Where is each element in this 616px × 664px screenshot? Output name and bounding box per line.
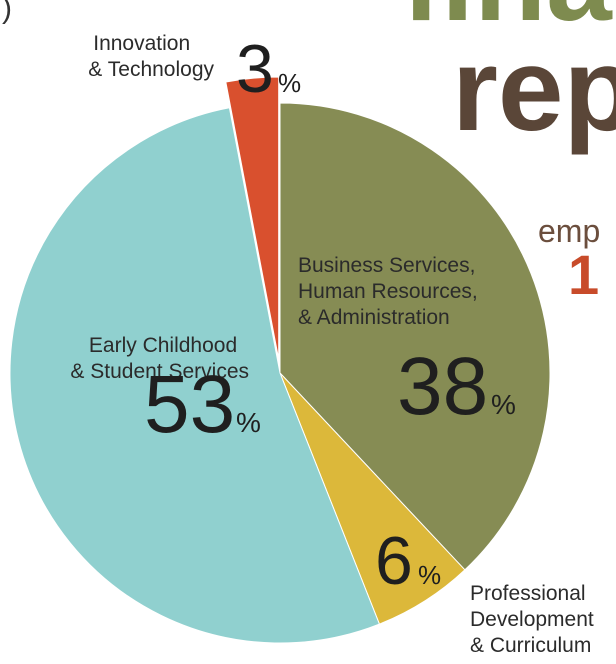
early-percent-sign: %	[236, 407, 261, 438]
business-percent-sign: %	[491, 389, 516, 420]
early-label-line-1: Early Childhood	[89, 334, 237, 357]
edge-mark: )	[2, 0, 12, 25]
professional-label-line-3: & Curriculum	[470, 634, 591, 657]
pie-slice-business	[279, 102, 551, 571]
business-label-line-1: Business Services,	[298, 254, 475, 277]
early-label: Early Childhood & Student Services	[70, 334, 249, 383]
pie-slice-innovation	[225, 76, 280, 360]
early-slice-labels: Early Childhood & Student Services 53 %	[70, 334, 261, 450]
pie-slice-early	[9, 107, 381, 644]
business-label-line-3: & Administration	[298, 306, 450, 329]
innovation-label: Innovation & Technology	[88, 32, 214, 81]
report-header: finan rep emp 1 )	[2, 0, 616, 306]
professional-label-line-2: Development	[470, 608, 594, 631]
side-number: 1	[568, 243, 599, 306]
side-word: emp	[538, 213, 600, 249]
innovation-percent: 3	[236, 31, 274, 107]
innovation-percent-sign: %	[278, 68, 301, 98]
professional-label: Professional Development & Curriculum	[470, 582, 600, 657]
business-label: Business Services, Human Resources, & Ad…	[298, 254, 484, 329]
innovation-label-line-1: Innovation	[93, 32, 190, 55]
business-percent: 38	[397, 341, 488, 432]
professional-percent: 6	[375, 523, 413, 599]
professional-slice-labels: 6 % Professional Development & Curriculu…	[375, 523, 600, 657]
professional-percent-sign: %	[418, 560, 441, 590]
pie-slices	[9, 76, 551, 644]
early-percent: 53	[144, 359, 235, 450]
professional-label-line-1: Professional	[470, 582, 586, 605]
innovation-label-line-2: & Technology	[88, 58, 214, 81]
business-slice-labels: Business Services, Human Resources, & Ad…	[298, 254, 516, 432]
title-line-2: rep	[452, 24, 616, 156]
innovation-slice-labels: Innovation & Technology 3 %	[88, 31, 301, 107]
business-label-line-2: Human Resources,	[298, 280, 478, 303]
title-line-1: finan	[402, 0, 616, 46]
early-label-line-2: & Student Services	[70, 360, 249, 383]
